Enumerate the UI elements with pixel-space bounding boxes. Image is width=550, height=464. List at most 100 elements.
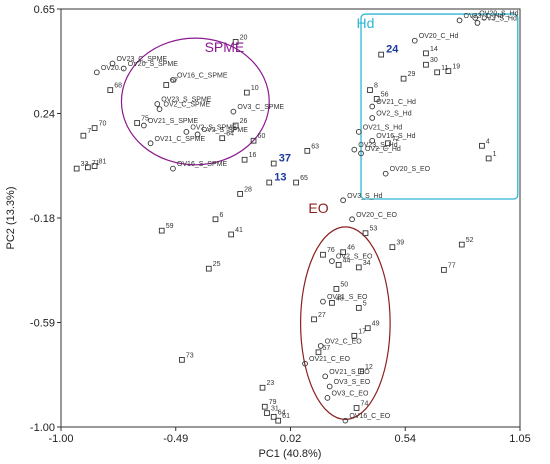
data-point-square bbox=[441, 267, 447, 273]
x-tick-label: 0.54 bbox=[395, 433, 416, 445]
data-point-square bbox=[232, 122, 239, 129]
eo-group-ellipse bbox=[299, 226, 391, 421]
data-point-square bbox=[378, 51, 385, 58]
data-point-square bbox=[158, 227, 165, 234]
data-point-label: OV2_C_Hd bbox=[365, 146, 401, 153]
data-point-label: OV3_C_SPME bbox=[237, 104, 284, 111]
data-point-square bbox=[358, 368, 364, 375]
data-point-label: OV23_C_SPME bbox=[116, 56, 167, 63]
data-point-label: OV3_S_Hd bbox=[347, 193, 383, 200]
spme-group-ellipse bbox=[120, 37, 270, 166]
data-point-square bbox=[479, 142, 485, 149]
data-point-label: 26 bbox=[240, 118, 248, 125]
y-axis-ticks: 0.65 0.24 -0.18 -0.59 -1.00 bbox=[30, 4, 61, 434]
data-point-square bbox=[335, 262, 342, 268]
data-point-label: OV23_S_SPME bbox=[161, 97, 212, 104]
group-labels: SPME Hd EO bbox=[205, 15, 375, 216]
data-point-label: OV21_C_SPME bbox=[155, 136, 206, 143]
eo-group-label: EO bbox=[308, 200, 328, 216]
data-point-label: 14 bbox=[430, 46, 438, 53]
data-point-label: OV3_C_EO bbox=[331, 390, 369, 397]
data-point-square bbox=[355, 305, 362, 311]
data-point-circle bbox=[382, 170, 389, 177]
data-point-square bbox=[107, 87, 114, 93]
data-point-square bbox=[364, 325, 371, 332]
data-point-circle bbox=[140, 122, 147, 129]
data-point-square bbox=[389, 244, 396, 250]
data-point-label: 52 bbox=[466, 237, 474, 244]
data-point-label: 63 bbox=[311, 143, 319, 150]
data-point-circle bbox=[342, 417, 349, 424]
data-point-label: 28 bbox=[244, 186, 252, 193]
data-point-label: OV2_C_EO bbox=[325, 338, 363, 345]
data-point-circle bbox=[320, 298, 326, 305]
data-point-label: 74 bbox=[361, 401, 369, 408]
data-point-square bbox=[85, 164, 91, 171]
data-point-square bbox=[423, 61, 429, 68]
data-point-label: 17 bbox=[358, 328, 366, 335]
data-point-square bbox=[228, 231, 235, 238]
data-point-circle bbox=[411, 37, 418, 44]
data-point-label: 44 bbox=[343, 257, 351, 264]
data-point-square bbox=[385, 140, 391, 147]
data-point-square bbox=[275, 417, 282, 424]
data-point-label: OV21_C_EO bbox=[309, 356, 350, 363]
data-point-square bbox=[400, 75, 407, 82]
data-point-square bbox=[241, 156, 248, 163]
data-point-circle bbox=[93, 69, 100, 76]
data-point-square bbox=[293, 179, 299, 186]
data-point-label: OV21_C_Hd bbox=[376, 99, 416, 106]
data-point-square bbox=[373, 96, 380, 102]
y-axis-title: PC2 (13.3%) bbox=[5, 187, 17, 250]
data-point-circle bbox=[154, 101, 161, 107]
data-point-label: OV20_S_EO bbox=[390, 166, 431, 173]
data-point-label: 1 bbox=[493, 151, 497, 158]
data-point-square bbox=[458, 241, 465, 248]
data-point-square bbox=[163, 82, 170, 88]
data-point-label: 8 bbox=[374, 83, 378, 90]
data-point-label: 10 bbox=[251, 85, 259, 92]
data-point-label: 31 bbox=[271, 406, 279, 413]
data-point-circle bbox=[147, 140, 154, 147]
x-tick-label: -1.00 bbox=[48, 433, 73, 445]
data-point-square bbox=[259, 384, 266, 391]
data-point-label: 6 bbox=[219, 212, 223, 219]
data-point-label: OV16_S_Hd bbox=[376, 133, 415, 140]
data-point-label: OV3_S_Hd bbox=[481, 15, 517, 22]
data-point-circle bbox=[329, 258, 335, 264]
data-point-circle bbox=[170, 77, 176, 83]
data-point-square bbox=[270, 414, 277, 420]
data-point-label: 75 bbox=[141, 116, 149, 123]
data-point-circle bbox=[369, 115, 376, 121]
data-point-square bbox=[320, 251, 326, 258]
data-point-label: OV20_S_Hd bbox=[479, 10, 518, 17]
x-axis-ticks: -1.00 -0.49 0.02 0.54 1.05 bbox=[48, 427, 531, 445]
data-point-circle bbox=[230, 108, 237, 115]
data-point-label: 33 bbox=[81, 161, 89, 168]
data-point-label: OV21_S_Hd bbox=[363, 124, 402, 131]
y-tick-label: -1.00 bbox=[30, 422, 55, 434]
hd-group-box bbox=[360, 13, 519, 200]
data-point-label: 41 bbox=[235, 227, 243, 234]
data-point-label: OV23_C_Hd bbox=[464, 13, 504, 20]
data-point-square bbox=[73, 165, 80, 172]
data-point-square bbox=[250, 137, 257, 144]
data-point-label: 19 bbox=[452, 64, 460, 71]
data-point-label: 64 bbox=[278, 409, 286, 416]
data-point-square bbox=[205, 265, 212, 272]
data-point-square bbox=[91, 125, 98, 131]
data-point-circle bbox=[156, 106, 163, 112]
data-point-label: OV2_S_EO bbox=[336, 254, 373, 261]
data-point-square bbox=[434, 69, 441, 76]
data-point-label: 16 bbox=[249, 152, 257, 159]
data-point-label: OV20... bbox=[101, 65, 125, 72]
data-point-circle bbox=[351, 146, 358, 153]
data-point-square bbox=[333, 286, 340, 292]
data-point-label: 70 bbox=[99, 121, 107, 128]
data-point-circle bbox=[322, 373, 329, 380]
data-point-label: 30 bbox=[430, 57, 438, 64]
data-point-label: 4 bbox=[486, 138, 490, 145]
x-tick-label: -0.49 bbox=[163, 433, 188, 445]
data-point-square bbox=[179, 357, 185, 363]
data-point-circle bbox=[472, 15, 479, 21]
